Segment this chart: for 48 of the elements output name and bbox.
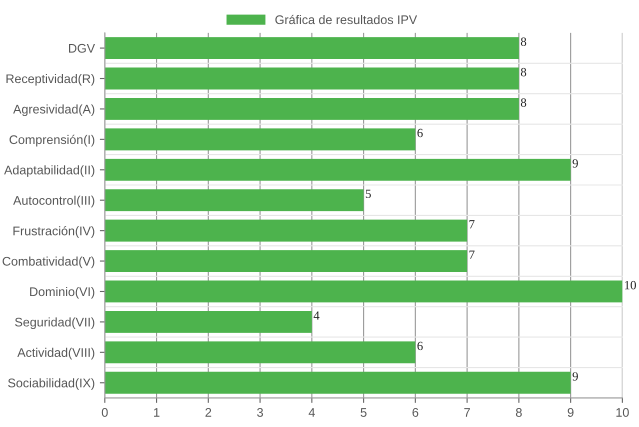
y-tick-label: Autocontrol(III) <box>13 196 94 208</box>
x-tick-label: 4 <box>308 408 315 417</box>
bar <box>104 68 519 90</box>
x-tick-label: 5 <box>360 408 367 417</box>
data-label: 8 <box>520 68 526 76</box>
data-label: 7 <box>469 220 475 228</box>
bar <box>104 128 416 150</box>
y-tick-label: Receptividad(R) <box>6 74 94 86</box>
data-label: 6 <box>417 342 423 350</box>
data-label: 5 <box>366 190 371 198</box>
data-label: 9 <box>572 159 578 168</box>
data-label: 9 <box>572 372 578 381</box>
y-tick-label: Seguridad(VII) <box>15 317 94 330</box>
x-tick-label: 2 <box>205 408 212 417</box>
data-label: 10 <box>625 280 636 290</box>
bar <box>104 372 571 394</box>
data-label: 4 <box>314 311 320 320</box>
data-label: 7 <box>469 250 475 259</box>
y-tick-label: Adaptabilidad(II) <box>4 165 94 177</box>
bar <box>104 189 364 212</box>
bar <box>104 280 622 302</box>
data-label: 8 <box>520 38 526 46</box>
x-tick-label: 7 <box>464 408 470 417</box>
x-tick-label: 9 <box>568 408 574 417</box>
x-tick-label: 6 <box>412 408 418 417</box>
y-tick-label: Combatividad(V) <box>2 256 94 268</box>
y-tick-label: DGV <box>69 44 96 53</box>
y-tick-label: Sociabilidad(IX) <box>8 378 94 390</box>
bar <box>104 341 416 364</box>
y-tick-label: Frustración(IV) <box>13 226 94 238</box>
legend-label: Gráfica de resultados IPV <box>275 14 418 24</box>
bar <box>104 37 519 60</box>
bar <box>104 220 468 242</box>
x-tick-label: 8 <box>516 408 522 417</box>
x-tick-label: 10 <box>616 408 629 417</box>
x-tick-label: 0 <box>102 408 108 417</box>
x-tick-label: 1 <box>154 408 160 417</box>
bar <box>104 158 571 181</box>
x-tick-label: 3 <box>257 408 263 417</box>
y-tick-label: Actividad(VIII) <box>17 348 94 360</box>
bar <box>104 250 468 272</box>
data-label: 8 <box>520 98 526 107</box>
bar <box>104 98 519 120</box>
bar <box>104 310 312 333</box>
y-tick-label: Agresividad(A) <box>13 104 94 116</box>
data-label: 6 <box>417 128 423 138</box>
y-tick-label: Comprensión(I) <box>10 134 94 147</box>
y-tick-label: Dominio(VI) <box>30 286 94 299</box>
